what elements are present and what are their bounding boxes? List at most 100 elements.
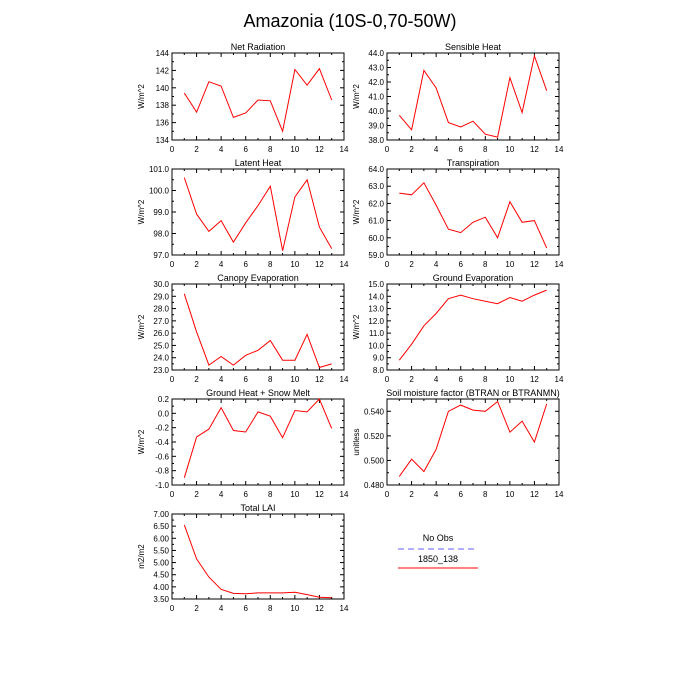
net-radiation-series-line <box>183 67 333 134</box>
latent-heat-ytick-label: 97.0 <box>153 251 169 260</box>
latent-heat-ytick-label: 98.0 <box>153 230 169 239</box>
ground-heat-snow-melt-ytick-label: -0.8 <box>155 467 169 476</box>
panel-total-lai: Total LAI 0 2 4 6 8 10 12 14 3.50 4.00 4.50 5.00 5.50… <box>137 503 349 613</box>
net-radiation-xtick-label: 6 <box>243 145 248 154</box>
ground-heat-snow-melt-ytick-label: -0.6 <box>155 452 169 461</box>
transpiration-ytick-label: 62.0 <box>368 199 384 208</box>
total-lai-ytick-label: 4.00 <box>153 583 169 592</box>
canopy-evaporation-ylabel: W/m^2 <box>137 314 146 339</box>
canopy-evaporation-ytick-label: 30.0 <box>153 280 169 289</box>
latent-heat-plot-frame <box>171 168 345 256</box>
latent-heat-series-line <box>183 177 333 251</box>
net-radiation-ytick-label: 136 <box>156 119 170 128</box>
net-radiation-ytick-label: 142 <box>156 66 170 75</box>
net-radiation-ytick-label: 140 <box>156 84 170 93</box>
ground-evaporation-series-line <box>398 289 547 361</box>
net-radiation-xtick-label: 14 <box>340 145 349 154</box>
total-lai-ytick-label: 7.00 <box>153 510 169 519</box>
sensible-heat-xtick-label: 10 <box>505 145 514 154</box>
soil-moisture-factor-btran-or-btranmn-xtick-label: 8 <box>483 490 488 499</box>
ground-heat-snow-melt-xtick-label: 0 <box>170 490 175 499</box>
soil-moisture-factor-btran-or-btranmn-title: Soil moisture factor (BTRAN or BTRANMN) <box>386 388 560 398</box>
ground-evaporation-xtick-label: 8 <box>483 375 488 384</box>
latent-heat-xtick-label: 2 <box>194 260 199 269</box>
ground-evaporation-ytick-label: 12.0 <box>368 317 384 326</box>
transpiration-ytick-label: 60.0 <box>368 234 384 243</box>
transpiration-xtick-label: 10 <box>505 260 514 269</box>
canopy-evaporation-xtick-label: 12 <box>315 375 324 384</box>
transpiration-ytick-label: 61.0 <box>368 217 384 226</box>
total-lai-plot-frame <box>171 513 345 600</box>
latent-heat-xtick-label: 6 <box>243 260 248 269</box>
ground-evaporation-ytick-label: 11.0 <box>369 329 385 338</box>
total-lai-title: Total LAI <box>240 503 275 513</box>
ground-heat-snow-melt-xtick-label: 6 <box>243 490 248 499</box>
total-lai-xtick-label: 8 <box>268 604 273 613</box>
ground-heat-snow-melt-xtick-label: 10 <box>290 490 299 499</box>
page-title: Amazonia (10S-0,70-50W) <box>243 11 456 31</box>
ground-evaporation-title: Ground Evaporation <box>433 273 514 283</box>
latent-heat-ytick-label: 100.0 <box>149 187 170 196</box>
latent-heat-xtick-label: 0 <box>170 260 175 269</box>
ground-evaporation-ytick-label: 9.0 <box>373 354 385 363</box>
soil-moisture-factor-btran-or-btranmn-xtick-label: 2 <box>409 490 414 499</box>
sensible-heat-title: Sensible Heat <box>445 42 502 52</box>
canopy-evaporation-ytick-label: 23.0 <box>153 366 169 375</box>
canopy-evaporation-xtick-label: 0 <box>170 375 175 384</box>
ground-heat-snow-melt-ytick-label: 0.2 <box>158 395 170 404</box>
ground-heat-snow-melt-series-line <box>183 398 333 478</box>
canopy-evaporation-ytick-label: 29.0 <box>153 292 169 301</box>
total-lai-ytick-label: 5.00 <box>153 559 169 568</box>
canopy-evaporation-xtick-label: 2 <box>194 375 199 384</box>
legend-label-1850-138: 1850_138 <box>418 554 458 564</box>
latent-heat-xtick-label: 8 <box>268 260 273 269</box>
total-lai-ylabel: m2/m2 <box>137 544 146 569</box>
total-lai-xtick-label: 10 <box>290 604 299 613</box>
ground-heat-snow-melt-xtick-label: 14 <box>340 490 349 499</box>
net-radiation-xtick-label: 12 <box>315 145 324 154</box>
canopy-evaporation-series-line <box>183 293 332 369</box>
sensible-heat-ytick-label: 41.0 <box>368 93 384 102</box>
sensible-heat-ytick-label: 44.0 <box>368 49 384 58</box>
ground-evaporation-xtick-label: 6 <box>458 375 463 384</box>
transpiration-ytick-label: 64.0 <box>368 165 384 174</box>
net-radiation-title: Net Radiation <box>231 42 286 52</box>
latent-heat-ytick-label: 99.0 <box>153 208 169 217</box>
sensible-heat-plot-frame <box>386 52 560 141</box>
legend: No Obs 1850_138 <box>398 533 478 569</box>
soil-moisture-factor-btran-or-btranmn-plot-frame <box>386 398 560 486</box>
panel-ground-heat-snow-melt: Ground Heat + Snow Melt 0 2 4 6 8 10 12 14 -1.0 -0… <box>137 388 349 499</box>
net-radiation-xtick-label: 8 <box>268 145 273 154</box>
soil-moisture-factor-btran-or-btranmn-ytick-label: 0.500 <box>364 456 385 465</box>
net-radiation-ytick-label: 144 <box>156 49 170 58</box>
latent-heat-ylabel: W/m^2 <box>137 199 146 224</box>
net-radiation-xtick-label: 2 <box>194 145 199 154</box>
latent-heat-xtick-label: 14 <box>340 260 349 269</box>
soil-moisture-factor-btran-or-btranmn-ytick-label: 0.540 <box>364 407 385 416</box>
canopy-evaporation-ytick-label: 27.0 <box>153 317 169 326</box>
total-lai-xtick-label: 6 <box>243 604 248 613</box>
transpiration-xtick-label: 6 <box>458 260 463 269</box>
soil-moisture-factor-btran-or-btranmn-xtick-label: 6 <box>458 490 463 499</box>
sensible-heat-ylabel: W/m^2 <box>352 84 361 109</box>
soil-moisture-factor-btran-or-btranmn-xtick-label: 0 <box>385 490 390 499</box>
ground-heat-snow-melt-ytick-label: -0.2 <box>155 424 169 433</box>
transpiration-xtick-label: 12 <box>530 260 539 269</box>
soil-moisture-factor-btran-or-btranmn-xtick-label: 12 <box>530 490 539 499</box>
total-lai-series-line <box>183 524 332 599</box>
ground-evaporation-ytick-label: 14.0 <box>368 292 384 301</box>
ground-evaporation-ylabel: W/m^2 <box>352 314 361 339</box>
ground-heat-snow-melt-xtick-label: 8 <box>268 490 273 499</box>
total-lai-xtick-label: 0 <box>170 604 175 613</box>
net-radiation-ytick-label: 138 <box>156 101 170 110</box>
transpiration-ytick-label: 59.0 <box>368 251 384 260</box>
soil-moisture-factor-btran-or-btranmn-ytick-label: 0.480 <box>364 481 385 490</box>
net-radiation-ylabel: W/m^2 <box>137 84 146 109</box>
ground-heat-snow-melt-ytick-label: 0.0 <box>158 409 170 418</box>
transpiration-xtick-label: 8 <box>483 260 488 269</box>
transpiration-ytick-label: 63.0 <box>368 182 384 191</box>
soil-moisture-factor-btran-or-btranmn-ytick-label: 0.520 <box>364 432 385 441</box>
sensible-heat-ytick-label: 38.0 <box>368 136 384 145</box>
